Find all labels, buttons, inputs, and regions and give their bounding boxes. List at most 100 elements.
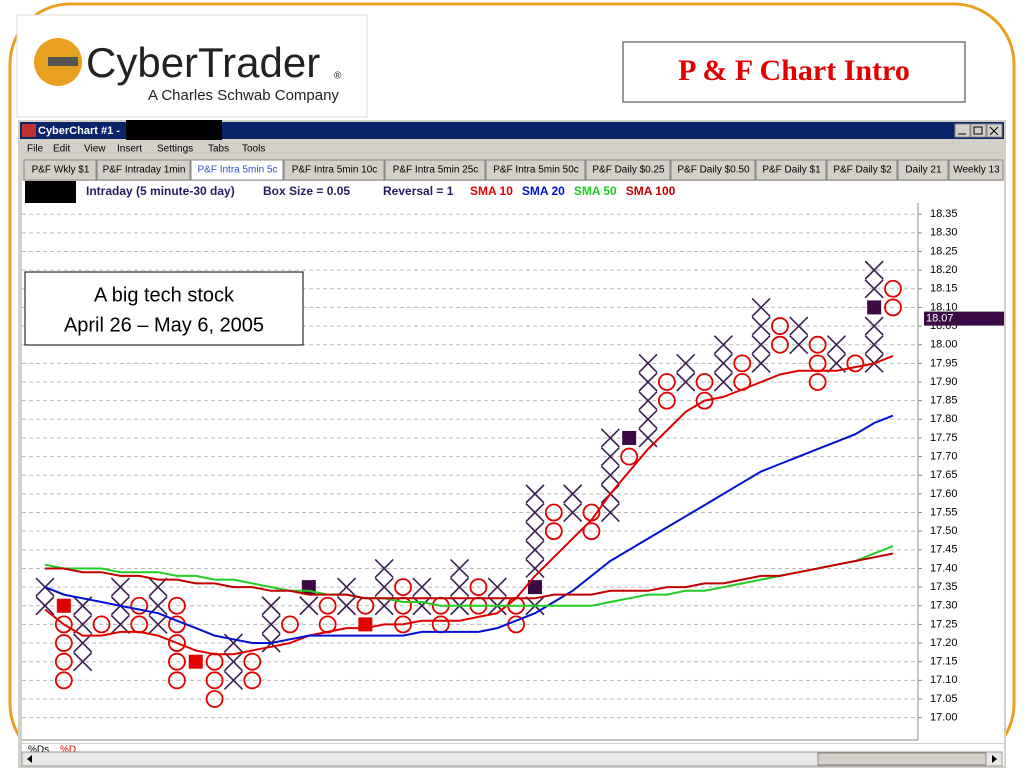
tab[interactable]	[755, 159, 827, 181]
o-column	[657, 373, 676, 410]
tab[interactable]	[23, 159, 97, 181]
logo-tagline: A Charles Schwab Company	[148, 87, 339, 104]
annotation: A big tech stock April 26 – May 6, 2005	[24, 271, 304, 346]
y-tick-label: 17.30	[930, 600, 958, 612]
o-box	[394, 578, 412, 597]
menu-item[interactable]: View	[84, 144, 106, 155]
x-box	[713, 353, 733, 373]
tab-label: P&F Intra 5min 50c	[493, 165, 579, 176]
y-tick-label: 17.45	[930, 544, 958, 556]
x-column	[563, 484, 583, 523]
minimize-button[interactable]	[954, 123, 971, 138]
tab-label: Weekly 13	[953, 165, 1000, 176]
x-box	[864, 279, 884, 299]
x-box	[600, 465, 620, 485]
o-column	[54, 615, 73, 690]
x-box	[563, 502, 583, 523]
x-box	[73, 614, 93, 634]
x-box	[261, 614, 281, 634]
y-tick-label: 17.00	[930, 712, 958, 724]
info-text: Box Size = 0.05	[263, 184, 350, 198]
y-tick-label: 17.10	[930, 674, 958, 686]
o-column	[544, 503, 563, 541]
y-tick-label: 18.00	[930, 339, 958, 351]
tab[interactable]	[190, 159, 284, 181]
o-box	[54, 652, 73, 671]
tab-label: P&F Intra 5min 10c	[292, 165, 378, 176]
o-column	[92, 615, 111, 634]
o-column	[884, 279, 902, 317]
info-text: Reversal = 1	[383, 184, 454, 198]
annotation-text: A big tech stock	[94, 284, 235, 306]
x-column	[525, 484, 545, 616]
o-box	[168, 634, 186, 652]
o-box	[318, 596, 337, 615]
o-box	[544, 503, 563, 522]
info-text: Intraday (5 minute-30 day)	[86, 184, 235, 198]
legend-entry: SMA 20	[522, 184, 565, 198]
x-box	[336, 577, 357, 597]
x-column	[676, 353, 696, 392]
x-box	[336, 596, 357, 616]
y-tick-label: 17.20	[930, 637, 958, 649]
legend: SMA 10 SMA 20 SMA 50 SMA 100	[470, 184, 676, 198]
footer-label: %D	[60, 745, 76, 756]
scrollbar[interactable]	[21, 751, 1003, 767]
menu-item[interactable]: Edit	[53, 144, 70, 155]
month-marker	[358, 617, 373, 632]
x-box	[638, 391, 658, 411]
legend-entry: SMA 50	[574, 184, 617, 198]
x-box	[713, 335, 733, 355]
o-column	[695, 373, 714, 410]
tab[interactable]	[485, 159, 586, 181]
o-box	[54, 615, 73, 634]
tab-bar: P&F Wkly $1 P&F Intraday 1min P&F Intra 5m…	[23, 159, 1004, 181]
y-tick-label: 17.50	[930, 525, 958, 537]
y-tick-label: 17.35	[930, 581, 958, 593]
menu-item[interactable]: Tabs	[208, 144, 229, 155]
x-box	[450, 577, 470, 597]
y-tick-label: 17.60	[930, 488, 958, 500]
o-box	[846, 354, 865, 373]
tab[interactable]	[948, 159, 1004, 181]
x-column	[789, 316, 809, 355]
x-box	[148, 614, 168, 634]
menu-item[interactable]: Insert	[117, 144, 142, 155]
tab[interactable]	[283, 159, 385, 181]
tab[interactable]	[384, 159, 486, 181]
x-box	[638, 372, 658, 392]
o-column	[771, 317, 789, 354]
o-box	[771, 335, 789, 354]
x-box	[751, 297, 771, 317]
x-box	[638, 353, 658, 373]
x-box	[826, 335, 847, 355]
x-box	[148, 577, 168, 597]
scroll-thumb[interactable]	[817, 752, 987, 766]
o-box	[54, 634, 73, 652]
tab[interactable]	[897, 159, 949, 181]
x-box	[412, 577, 432, 597]
x-box	[374, 577, 394, 597]
tab[interactable]	[826, 159, 898, 181]
menu-item[interactable]: File	[27, 144, 44, 155]
menu-item[interactable]: Tools	[242, 144, 265, 155]
y-tick-label: 17.90	[930, 376, 958, 388]
o-box	[620, 447, 639, 466]
window-button-icons	[958, 126, 999, 136]
tab[interactable]	[96, 159, 191, 181]
restore-button[interactable]	[970, 123, 987, 138]
o-box	[130, 596, 149, 615]
o-box	[695, 391, 714, 410]
x-box	[525, 540, 545, 560]
o-box	[281, 615, 299, 634]
o-box	[884, 298, 902, 317]
o-box	[54, 671, 73, 690]
o-box	[733, 354, 752, 373]
annotation-text: April 26 – May 6, 2005	[64, 314, 264, 336]
menu-item[interactable]: Settings	[157, 144, 193, 155]
tab-label: Daily 21	[905, 165, 942, 176]
x-box	[676, 372, 696, 392]
tab[interactable]	[585, 159, 671, 181]
tab[interactable]	[670, 159, 756, 181]
